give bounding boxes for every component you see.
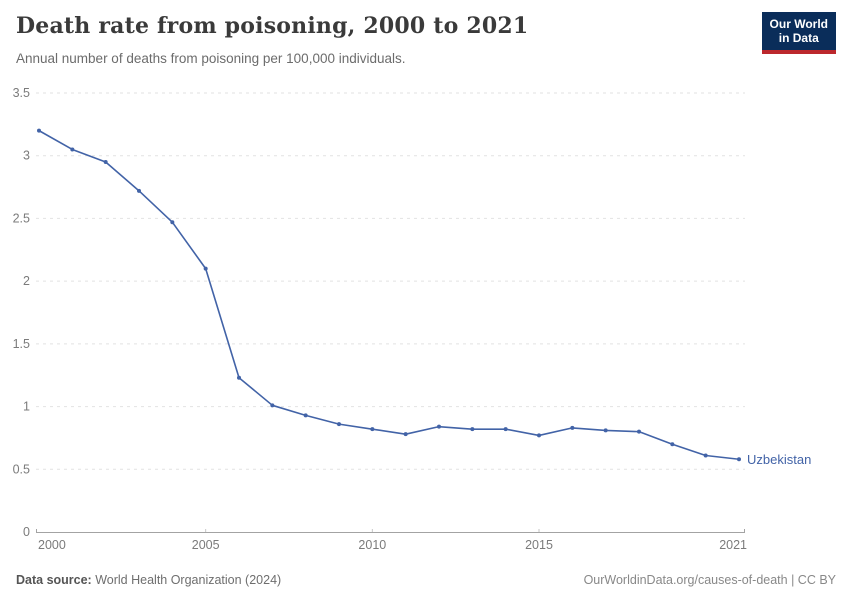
y-tick-label: 0 [23, 525, 30, 539]
data-point [737, 457, 741, 462]
y-tick-label: 2.5 [13, 211, 30, 225]
data-point [337, 422, 341, 427]
data-point [470, 427, 475, 432]
license-note: OurWorldinData.org/causes-of-death | CC … [583, 573, 836, 587]
data-point [103, 159, 108, 164]
entity-label: Uzbekistan [747, 452, 811, 467]
x-tick-label: 2000 [38, 538, 66, 552]
data-point [37, 128, 41, 133]
x-tick-label: 2021 [719, 538, 747, 552]
data-source-label: Data source: [16, 573, 92, 587]
x-tick-label: 2005 [192, 538, 220, 552]
data-point [603, 428, 608, 433]
data-point [303, 413, 308, 418]
chart-footer: Data source: World Health Organization (… [16, 573, 836, 587]
data-point [170, 220, 175, 225]
data-source-note: Data source: World Health Organization (… [16, 573, 281, 587]
y-tick-label: 2 [23, 274, 30, 288]
data-point [503, 427, 508, 432]
data-point [670, 442, 675, 447]
data-point [537, 433, 541, 438]
data-point [570, 425, 575, 430]
data-point [203, 266, 208, 271]
y-tick-label: 0.5 [13, 462, 30, 476]
y-tick-label: 3.5 [13, 86, 30, 100]
chart-subtitle: Annual number of deaths from poisoning p… [16, 51, 406, 66]
y-tick-label: 1 [23, 400, 30, 414]
data-point [237, 375, 241, 380]
logo-line2: in Data [778, 31, 819, 46]
trend-line [38, 129, 740, 461]
x-tick-label: 2010 [358, 538, 386, 552]
data-source-value: World Health Organization (2024) [95, 573, 282, 587]
y-tick-label: 3 [23, 149, 30, 163]
data-point [437, 424, 441, 429]
data-point [70, 147, 75, 152]
data-point [137, 188, 141, 193]
y-tick-label: 1.5 [13, 337, 30, 351]
data-point [403, 432, 408, 437]
logo-line1: Our World [769, 17, 828, 31]
data-point [270, 403, 275, 408]
x-tick-label: 2015 [525, 538, 553, 552]
chart-title: Death rate from poisoning, 2000 to 2021 [16, 13, 529, 39]
owid-logo: Our World in Data [761, 12, 836, 54]
data-point [637, 429, 641, 434]
data-point [703, 453, 708, 458]
data-point [370, 427, 375, 432]
